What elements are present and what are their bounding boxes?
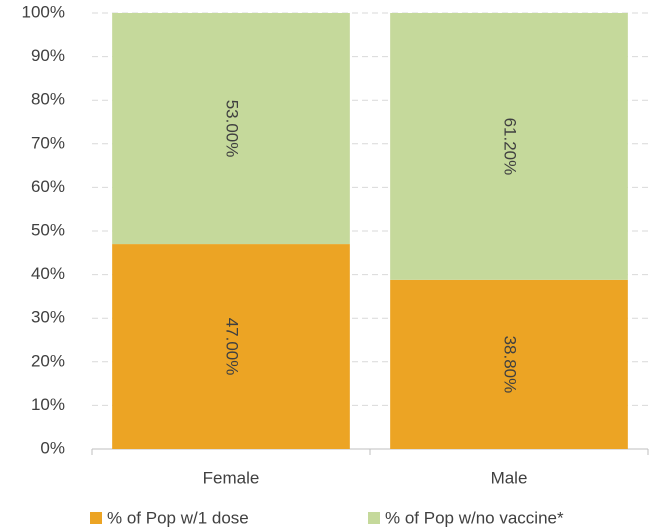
data-label: 61.20% [501, 118, 520, 176]
data-label: 38.80% [501, 336, 520, 394]
y-tick-label: 40% [31, 264, 65, 283]
y-tick-label: 50% [31, 220, 65, 239]
bar-segment [112, 244, 350, 449]
legend-swatch [90, 512, 102, 524]
bar-segment [390, 13, 628, 280]
x-tick-label: Female [203, 468, 260, 487]
x-tick-label: Male [491, 468, 528, 487]
y-tick-label: 10% [31, 395, 65, 414]
legend-label: % of Pop w/1 dose [107, 508, 249, 527]
y-tick-label: 80% [31, 90, 65, 109]
y-tick-label: 30% [31, 308, 65, 327]
bar-segment [112, 13, 350, 245]
data-label: 47.00% [223, 318, 242, 376]
legend-label: % of Pop w/no vaccine* [385, 508, 564, 527]
bar-segment [390, 279, 628, 449]
y-tick-label: 70% [31, 133, 65, 152]
legend-swatch [368, 512, 380, 524]
data-label: 53.00% [223, 100, 242, 158]
y-tick-label: 60% [31, 177, 65, 196]
y-tick-label: 20% [31, 351, 65, 370]
y-tick-label: 0% [40, 438, 65, 457]
y-tick-label: 100% [22, 2, 65, 21]
y-tick-label: 90% [31, 46, 65, 65]
